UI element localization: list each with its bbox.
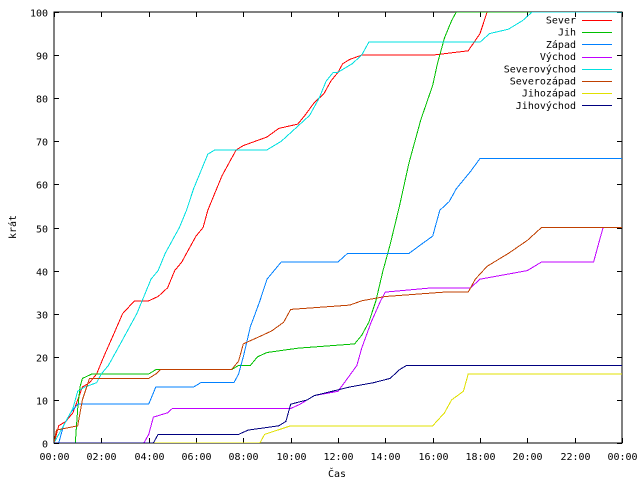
legend-label: Severozápad [510,76,576,88]
x-tick-label: 18:00 [465,452,495,463]
y-axis-title: krát [7,215,19,239]
x-tick-label: 00:00 [39,452,69,463]
x-tick-label: 10:00 [276,452,306,463]
ticks: 0 10 20 30 40 50 60 70 80 90 100 00:00 02:00 04:00 06:… [30,9,638,464]
x-tick-label: 20:00 [512,452,542,463]
x-tick-label: 22:00 [560,452,590,463]
legend-label: Jih [558,28,576,39]
x-axis-title: Čas [328,467,346,480]
legend-label: Východ [540,51,576,63]
y-tick-label: 10 [36,397,48,408]
y-tick-label: 80 [36,95,48,106]
legend-label: Západ [546,39,576,51]
series-line-Jih [54,12,622,443]
x-tick-label: 08:00 [228,452,258,463]
series-line-Jihovýchod [54,364,622,443]
y-tick-label: 40 [36,268,48,279]
x-tick-label: 16:00 [418,452,448,463]
legend: SeverJihZápadVýchodSeverovýchodSeverozáp… [504,16,612,112]
x-tick-label: 14:00 [370,452,400,463]
series-lines [54,12,622,443]
series-line-Jihozápad [54,373,622,443]
series-line-Sever [54,12,622,443]
x-tick-label: 04:00 [134,452,164,463]
y-tick-label: 90 [36,52,48,63]
y-tick-label: 60 [36,181,48,192]
y-tick-label: 20 [36,354,48,365]
legend-label: Jihozápad [522,88,576,100]
legend-label: Jihovýchod [516,100,576,112]
y-tick-label: 100 [30,9,48,20]
series-line-Severovýchod [54,12,622,443]
x-tick-label: 02:00 [86,452,116,463]
y-tick-label: 50 [36,225,48,236]
x-tick-label: 00:00 [607,452,637,463]
series-line-Východ [54,227,622,443]
x-tick-label: 12:00 [323,452,353,463]
x-tick-label: 06:00 [181,452,211,463]
series-line-Západ [54,158,622,443]
y-tick-label: 0 [42,440,48,451]
series-line-Severozápad [54,227,622,443]
legend-label: Sever [546,16,576,27]
y-tick-label: 30 [36,311,48,322]
legend-label: Severovýchod [504,63,576,75]
y-tick-label: 70 [36,138,48,149]
